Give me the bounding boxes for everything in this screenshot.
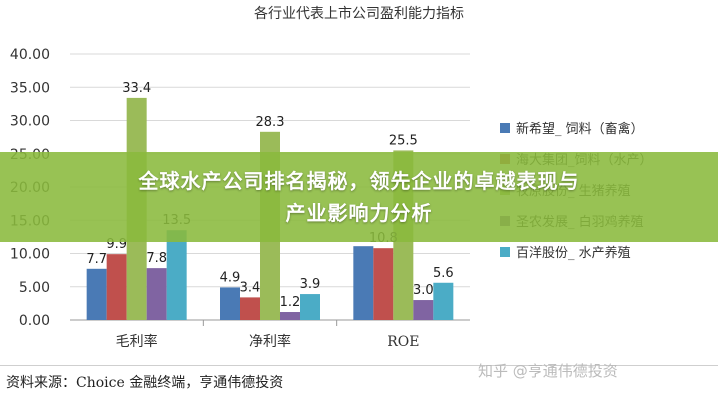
data-label: 3.9	[300, 277, 321, 292]
bar	[300, 294, 320, 320]
bar	[166, 230, 187, 320]
legend-label: 百洋股份_ 水产养殖	[516, 245, 631, 261]
data-label: 1.2	[280, 295, 301, 310]
bar	[86, 268, 107, 320]
data-label: 7.8	[146, 251, 167, 266]
y-tick-label: 10.00	[10, 247, 50, 263]
data-label: 5.6	[433, 266, 454, 281]
chart-title: 各行业代表上市公司盈利能力指标	[254, 5, 464, 22]
watermark: 知乎 @亨通伟德投资	[478, 362, 618, 380]
data-label: 7.7	[86, 252, 107, 267]
legend-swatch	[500, 247, 510, 257]
bar	[413, 300, 434, 320]
legend-label: 新希望_ 饲料（畜禽）	[516, 121, 644, 137]
x-tick-label: ROE	[387, 334, 419, 350]
banner-line-2: 产业影响力分析	[285, 201, 433, 225]
data-label: 3.4	[240, 280, 261, 295]
data-label: 25.5	[389, 133, 418, 148]
source-note: 资料来源：Choice 金融终端，亨通伟德投资	[6, 375, 284, 391]
y-tick-label: 5.00	[19, 280, 50, 296]
bar	[353, 246, 374, 320]
data-label: 28.3	[256, 115, 285, 130]
bar	[220, 287, 240, 320]
y-tick-label: 35.00	[10, 80, 50, 96]
x-tick-label: 毛利率	[116, 333, 158, 350]
divider-line	[0, 365, 718, 366]
legend-swatch	[500, 123, 510, 133]
banner-line-1: 全球水产公司排名揭秘，领先企业的卓越表现与	[138, 169, 580, 193]
bar	[240, 297, 260, 320]
data-label: 33.4	[122, 81, 151, 96]
bar	[433, 282, 454, 320]
y-tick-label: 0.00	[19, 313, 50, 329]
headline-banner: 全球水产公司排名揭秘，领先企业的卓越表现与 产业影响力分析	[0, 152, 718, 242]
y-tick-label: 30.00	[10, 114, 50, 130]
y-tick-label: 40.00	[10, 47, 50, 63]
bar	[146, 268, 167, 320]
data-label: 4.9	[220, 270, 241, 285]
bar	[106, 254, 127, 320]
bar	[280, 312, 300, 320]
data-label: 3.0	[413, 283, 434, 298]
bar	[373, 248, 394, 320]
x-tick-label: 净利率	[249, 333, 291, 350]
